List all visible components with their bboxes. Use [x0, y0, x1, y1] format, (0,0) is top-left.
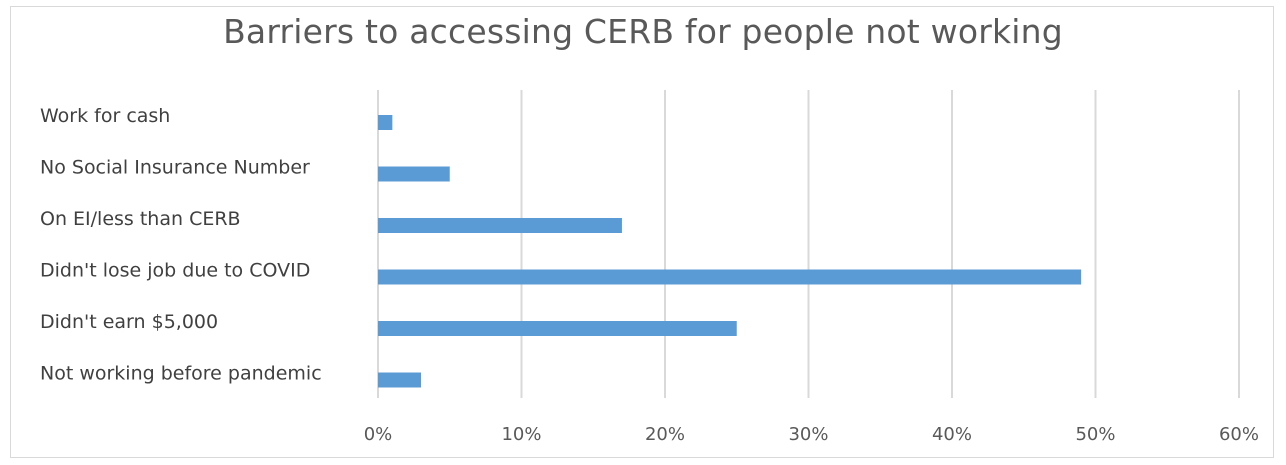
x-tick-label: 10% — [501, 424, 541, 445]
category-label: Didn't earn $5,000 — [40, 311, 218, 333]
bar — [378, 166, 450, 182]
chart-frame — [10, 6, 1274, 458]
bar — [378, 372, 422, 388]
chart-title: Barriers to accessing CERB for people no… — [223, 12, 1063, 51]
x-tick-label: 30% — [788, 424, 828, 445]
category-labels: Work for cash No Social Insurance Number O… — [40, 105, 322, 385]
bars — [378, 115, 1082, 388]
x-tick-label: 40% — [932, 424, 972, 445]
bar — [378, 321, 737, 336]
bar — [378, 115, 393, 130]
x-tick-label: 0% — [364, 424, 393, 445]
x-tick-label: 20% — [645, 424, 685, 445]
x-tick-labels: 0% 10% 20% 30% 40% 50% 60% — [364, 424, 1259, 445]
category-label: On EI/less than CERB — [40, 208, 241, 230]
bar — [378, 269, 1082, 285]
x-tick-label: 60% — [1219, 424, 1259, 445]
bar — [378, 218, 622, 233]
x-tick-label: 50% — [1075, 424, 1115, 445]
category-label: Not working before pandemic — [40, 363, 322, 385]
category-label: Didn't lose job due to COVID — [40, 260, 310, 282]
gridlines — [377, 90, 1240, 398]
category-label: Work for cash — [40, 105, 170, 127]
category-label: No Social Insurance Number — [40, 157, 310, 179]
